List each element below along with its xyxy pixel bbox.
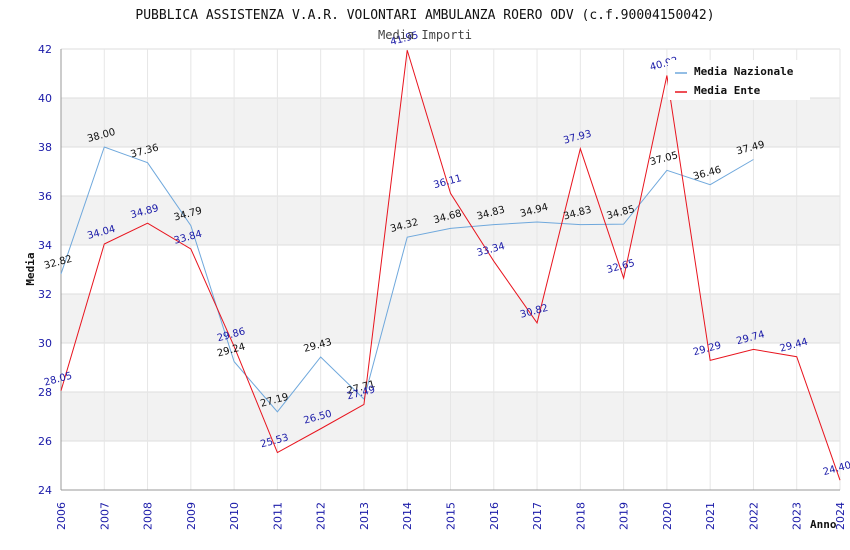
- y-tick-label: 42: [38, 43, 52, 56]
- x-tick-label: 2023: [791, 502, 804, 530]
- axes: [60, 49, 840, 491]
- x-tick-label: 2010: [228, 502, 241, 530]
- series-line-media-ente: [60, 50, 841, 481]
- x-tick-label: 2021: [704, 502, 717, 530]
- legend-background: [668, 60, 810, 100]
- chart-title: PUBBLICA ASSISTENZA V.A.R. VOLONTARI AMB…: [135, 8, 714, 23]
- x-tick-label: 2006: [55, 502, 68, 530]
- y-tick-label: 28: [38, 386, 52, 399]
- y-tick-label: 36: [38, 190, 52, 203]
- x-tick-label: 2016: [488, 502, 501, 530]
- y-tick-label: 30: [38, 337, 52, 350]
- x-tick-label: 2019: [618, 502, 631, 530]
- series-line-media-nazionale: [60, 146, 754, 413]
- x-tick-label: 2024: [834, 502, 847, 530]
- y-tick-label: 26: [38, 435, 52, 448]
- x-tick-label: 2017: [531, 502, 544, 530]
- x-tick-label: 2022: [747, 502, 760, 530]
- series-lines: [60, 50, 841, 481]
- x-tick-label: 2012: [315, 502, 328, 530]
- y-tick-label: 32: [38, 288, 52, 301]
- x-tick-label: 2008: [142, 502, 155, 530]
- legend-label-media-nazionale: Media Nazionale: [694, 65, 794, 78]
- y-tick-labels: 24 26 28 30 32 34 36 38 40 42: [38, 43, 52, 497]
- legend: Media Nazionale Media Ente: [668, 60, 810, 100]
- y-tick-label: 24: [38, 484, 52, 497]
- chart-subtitle: Media Importi: [378, 28, 472, 42]
- y-tick-label: 34: [38, 239, 52, 252]
- y-tick-label: 38: [38, 141, 52, 154]
- x-tick-label: 2015: [445, 502, 458, 530]
- x-tick-labels: 2006 2007 2008 2009 2010 2011 2012 2013 2014 2015…: [55, 502, 847, 530]
- x-tick-label: 2018: [574, 502, 587, 530]
- y-axis-label: Media: [24, 252, 37, 285]
- x-tick-label: 2013: [358, 502, 371, 530]
- legend-label-media-ente: Media Ente: [694, 84, 761, 97]
- y-tick-label: 40: [38, 92, 52, 105]
- x-tick-label: 2014: [401, 502, 414, 530]
- x-tick-label: 2007: [98, 502, 111, 530]
- x-tick-label: 2011: [271, 502, 284, 530]
- x-tick-label: 2009: [185, 502, 198, 530]
- x-tick-label: 2020: [661, 502, 674, 530]
- x-axis-label: Anno: [810, 518, 837, 531]
